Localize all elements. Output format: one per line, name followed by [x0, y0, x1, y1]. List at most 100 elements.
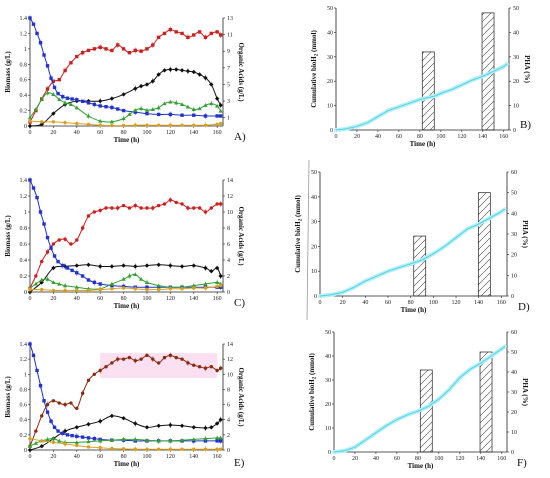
- data-point: [156, 283, 161, 288]
- data-point: [61, 263, 65, 268]
- data-point: [156, 105, 161, 110]
- data-point: [33, 281, 38, 286]
- data-point: [197, 30, 202, 34]
- data-point: [133, 108, 138, 112]
- data-point: [65, 266, 70, 270]
- y-axis-label: Biomass (g/L): [4, 376, 12, 418]
- series-band: [334, 62, 509, 132]
- x-tick-label: 0: [29, 130, 32, 136]
- x-tick-label: 140: [189, 454, 198, 460]
- data-point: [145, 47, 149, 51]
- data-point: [127, 112, 132, 116]
- data-point: [180, 123, 184, 127]
- data-point: [218, 103, 223, 108]
- y-tick-label: 50: [311, 170, 317, 176]
- data-point: [215, 439, 219, 443]
- data-point: [156, 262, 161, 267]
- x-tick-label: 0: [29, 296, 32, 302]
- data-point: [104, 47, 108, 51]
- y-tick-label: 40: [325, 354, 331, 360]
- data-point: [133, 48, 137, 53]
- x-tick-label: 60: [97, 296, 103, 302]
- data-point: [86, 48, 91, 53]
- data-point: [203, 366, 208, 370]
- y2-axis-label: Organic Acids (g/L): [237, 206, 245, 266]
- data-point: [144, 425, 150, 430]
- y2-axis-label: PHA (%): [521, 220, 529, 248]
- data-point: [197, 106, 202, 111]
- data-point: [145, 447, 149, 451]
- x-tick-label: 60: [394, 456, 400, 462]
- data-point: [42, 399, 46, 403]
- data-point: [203, 210, 208, 214]
- data-point: [92, 210, 97, 214]
- data-point: [209, 365, 214, 369]
- data-point: [109, 96, 115, 101]
- data-point: [209, 31, 214, 36]
- data-point: [218, 114, 223, 118]
- data-point: [156, 72, 161, 77]
- data-point: [151, 43, 155, 47]
- data-point: [156, 287, 161, 292]
- series-line: [335, 63, 508, 131]
- data-point: [38, 383, 43, 388]
- data-point: [63, 288, 67, 293]
- data-point: [45, 437, 50, 441]
- series-line: [29, 92, 222, 123]
- data-point: [68, 102, 74, 106]
- y-axis-label: Cumulative bioH2 (mmol): [310, 30, 320, 108]
- data-point: [139, 106, 144, 111]
- data-point: [39, 414, 44, 418]
- chart-panel-e: 0 20 40 60 80 100 120 140 16000.20.40.60.811.21.…: [4, 341, 245, 469]
- y-tick-label: 1.4: [20, 16, 28, 22]
- data-point: [133, 447, 137, 451]
- data-point: [203, 436, 208, 441]
- chart-panel-d: 0 20 40 60 80 100 120 140 160 0 10 20 30 40 50 0 10 20 30 4…: [294, 170, 530, 314]
- data-point: [28, 178, 32, 182]
- chart-panel-f: 0 20 40 60 80 100 120 140 160 0 10 20 30 40 50 0 10 20 30 4…: [308, 330, 529, 470]
- x-tick-label: 120: [457, 134, 466, 140]
- data-point: [215, 447, 219, 451]
- y-tick-label: 20: [311, 244, 317, 250]
- data-point: [38, 210, 43, 214]
- series-band: [332, 344, 507, 454]
- data-point: [215, 103, 220, 108]
- y2-tick-label: 30: [511, 390, 517, 396]
- data-point: [45, 402, 50, 407]
- x-axis-label: Time (h): [114, 460, 140, 468]
- data-point: [133, 264, 138, 269]
- data-point: [192, 363, 196, 367]
- x-tick-label: 160: [499, 134, 508, 140]
- data-point: [156, 112, 161, 117]
- data-point: [168, 198, 173, 202]
- data-point: [45, 90, 50, 95]
- data-point: [186, 35, 190, 39]
- data-point: [133, 421, 138, 426]
- data-point: [168, 447, 173, 451]
- y2-tick-label: 20: [513, 79, 519, 85]
- y2-tick-label: 6: [227, 242, 230, 248]
- data-point: [109, 119, 114, 124]
- y-tick-label: 0.4: [20, 93, 28, 99]
- x-tick-label: 20: [352, 456, 358, 462]
- y2-tick-label: 13: [227, 16, 233, 22]
- data-point: [110, 287, 114, 291]
- data-point: [51, 399, 56, 403]
- data-point: [51, 242, 56, 246]
- x-tick-label: 100: [142, 296, 151, 302]
- x-tick-label: 100: [142, 454, 151, 460]
- data-point: [49, 76, 53, 80]
- data-point: [168, 27, 173, 32]
- data-point: [86, 113, 91, 118]
- x-tick-label: 60: [97, 130, 103, 136]
- data-point: [57, 438, 62, 443]
- data-point: [56, 429, 60, 433]
- data-point: [104, 365, 108, 369]
- data-point: [98, 118, 103, 123]
- data-point: [127, 206, 132, 210]
- data-point: [168, 99, 173, 104]
- data-point: [92, 372, 97, 376]
- data-point: [121, 437, 126, 441]
- y-tick-label: 0.6: [20, 403, 28, 409]
- y2-tick-label: 9: [227, 49, 230, 55]
